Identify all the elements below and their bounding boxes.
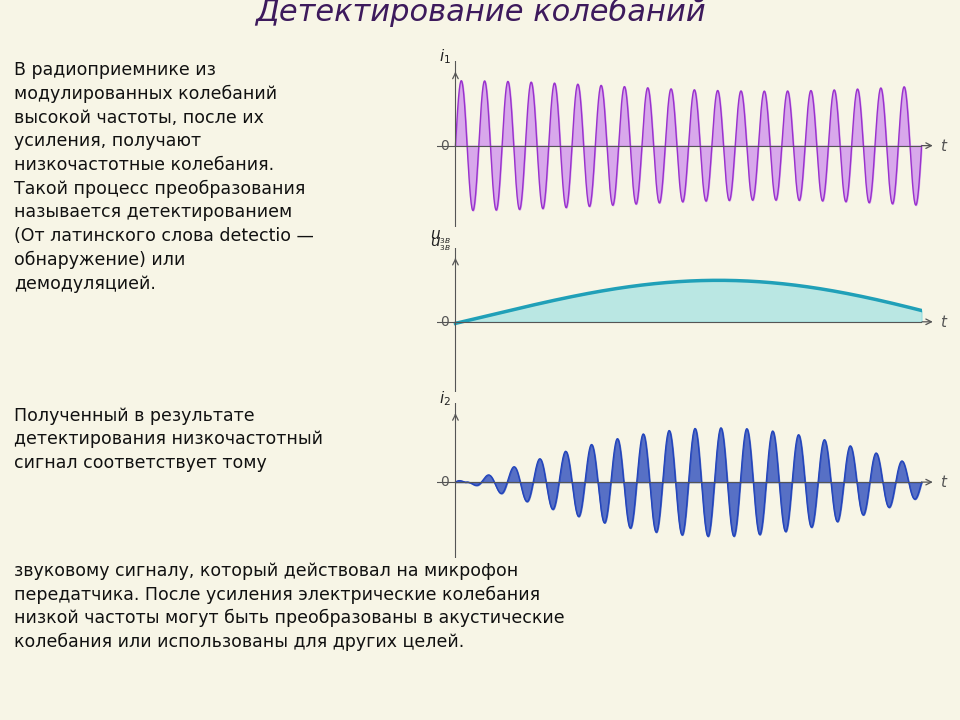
Text: Полученный в результате
детектирования низкочастотный
сигнал соответствует тому: Полученный в результате детектирования н… (14, 407, 324, 472)
Text: $t$: $t$ (940, 138, 948, 153)
Text: $i_2$: $i_2$ (439, 390, 451, 408)
Text: $u_{_{3B}}$: $u_{_{3B}}$ (429, 235, 451, 253)
Text: $t$: $t$ (940, 474, 948, 490)
Text: звуковому сигналу, который действовал на микрофон
передатчика. После усиления эл: звуковому сигналу, который действовал на… (14, 562, 565, 652)
Text: Детектирование колебаний: Детектирование колебаний (254, 0, 706, 27)
Text: $i_1$: $i_1$ (439, 48, 451, 66)
Text: 0: 0 (440, 139, 448, 153)
Text: 0: 0 (440, 475, 448, 489)
Text: $u_{_{3B}}$: $u_{_{3B}}$ (429, 228, 451, 246)
Text: В радиоприемнике из
модулированных колебаний
высокой частоты, после их
усиления,: В радиоприемнике из модулированных колеб… (14, 61, 314, 292)
Text: 0: 0 (440, 315, 448, 329)
Text: $t$: $t$ (940, 314, 948, 330)
